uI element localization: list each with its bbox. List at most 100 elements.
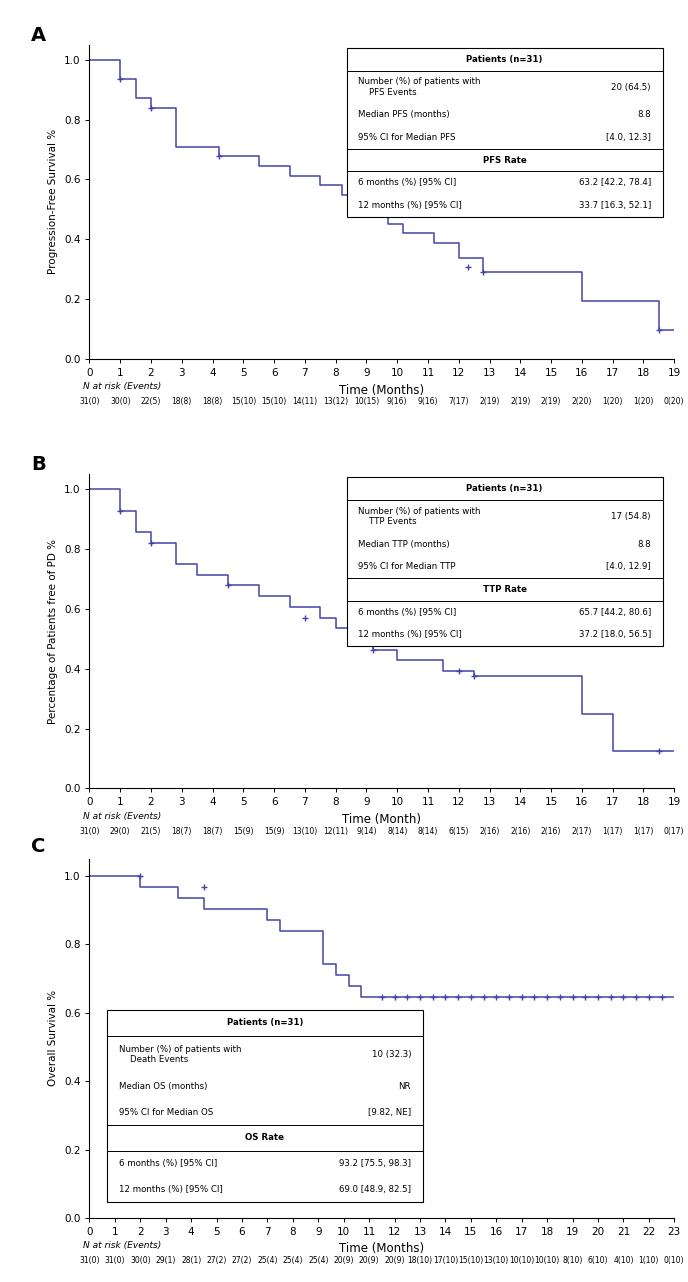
Text: 31(0): 31(0) <box>105 1256 125 1265</box>
FancyBboxPatch shape <box>107 1010 422 1203</box>
Text: 18(7): 18(7) <box>171 827 192 836</box>
Text: 12(11): 12(11) <box>323 827 348 836</box>
Text: 10(10): 10(10) <box>535 1256 560 1265</box>
Text: 37.2 [18.0, 56.5]: 37.2 [18.0, 56.5] <box>579 631 651 640</box>
Text: 1(20): 1(20) <box>603 397 623 406</box>
Text: 2(16): 2(16) <box>541 827 561 836</box>
Text: 21(5): 21(5) <box>141 827 161 836</box>
Text: 69.0 [48.9, 82.5]: 69.0 [48.9, 82.5] <box>339 1185 411 1194</box>
Text: 95% CI for Median OS: 95% CI for Median OS <box>118 1108 213 1117</box>
Text: 6(10): 6(10) <box>588 1256 608 1265</box>
Text: 2(19): 2(19) <box>541 397 561 406</box>
Text: 1(20): 1(20) <box>633 397 654 406</box>
Y-axis label: Percentage of Patients free of PD %: Percentage of Patients free of PD % <box>48 538 58 724</box>
Text: Median TTP (months): Median TTP (months) <box>358 540 450 549</box>
Text: TTP Rate: TTP Rate <box>483 585 526 594</box>
Text: [4.0, 12.9]: [4.0, 12.9] <box>606 563 651 572</box>
Text: 18(7): 18(7) <box>202 827 223 836</box>
Text: 20 (64.5): 20 (64.5) <box>612 82 651 91</box>
FancyBboxPatch shape <box>347 47 663 217</box>
Text: 15(9): 15(9) <box>264 827 284 836</box>
Text: 29(1): 29(1) <box>155 1256 176 1265</box>
Text: 63.2 [42.2, 78.4]: 63.2 [42.2, 78.4] <box>579 178 651 187</box>
Text: 1(17): 1(17) <box>603 827 623 836</box>
Text: Number (%) of patients with
    Death Events: Number (%) of patients with Death Events <box>118 1045 241 1064</box>
Text: 2(16): 2(16) <box>480 827 499 836</box>
Text: NR: NR <box>398 1082 411 1091</box>
Text: 13(12): 13(12) <box>323 397 348 406</box>
Text: Patients (n=31): Patients (n=31) <box>466 55 543 64</box>
Text: N at risk (Events): N at risk (Events) <box>83 382 161 391</box>
Text: 33.7 [16.3, 52.1]: 33.7 [16.3, 52.1] <box>579 201 651 210</box>
Text: Patients (n=31): Patients (n=31) <box>466 485 543 494</box>
Text: Patients (n=31): Patients (n=31) <box>226 1018 303 1027</box>
Text: 12 months (%) [95% CI]: 12 months (%) [95% CI] <box>358 201 462 210</box>
Text: 0(20): 0(20) <box>664 397 685 406</box>
Text: 10(15): 10(15) <box>354 397 379 406</box>
Text: 20(9): 20(9) <box>385 1256 405 1265</box>
Text: 9(14): 9(14) <box>356 827 377 836</box>
Text: 2(19): 2(19) <box>510 397 530 406</box>
Text: 25(4): 25(4) <box>257 1256 278 1265</box>
Text: 12 months (%) [95% CI]: 12 months (%) [95% CI] <box>118 1185 222 1194</box>
Text: 2(17): 2(17) <box>572 827 592 836</box>
Text: [9.82, NE]: [9.82, NE] <box>368 1108 411 1117</box>
FancyBboxPatch shape <box>347 477 663 646</box>
Text: 8(10): 8(10) <box>562 1256 583 1265</box>
Text: 13(10): 13(10) <box>292 827 318 836</box>
Text: 14(11): 14(11) <box>292 397 317 406</box>
Text: C: C <box>31 837 45 856</box>
Text: 9(16): 9(16) <box>418 397 438 406</box>
Text: 18(8): 18(8) <box>202 397 223 406</box>
Text: 28(1): 28(1) <box>181 1256 202 1265</box>
Text: PFS Rate: PFS Rate <box>483 155 526 164</box>
Text: OS Rate: OS Rate <box>246 1133 284 1142</box>
Text: 25(4): 25(4) <box>283 1256 303 1265</box>
Text: Number (%) of patients with
    TTP Events: Number (%) of patients with TTP Events <box>358 506 481 527</box>
Text: 2(16): 2(16) <box>510 827 530 836</box>
Text: 12 months (%) [95% CI]: 12 months (%) [95% CI] <box>358 631 462 640</box>
Text: 31(0): 31(0) <box>79 1256 100 1265</box>
Text: N at risk (Events): N at risk (Events) <box>83 1241 161 1250</box>
Text: 1(10): 1(10) <box>638 1256 659 1265</box>
Text: 1(17): 1(17) <box>633 827 654 836</box>
Text: 8.8: 8.8 <box>637 110 651 119</box>
Text: 27(2): 27(2) <box>232 1256 252 1265</box>
Text: 15(10): 15(10) <box>261 397 287 406</box>
Text: 17(10): 17(10) <box>433 1256 458 1265</box>
Text: Median OS (months): Median OS (months) <box>118 1082 207 1091</box>
Text: 2(19): 2(19) <box>480 397 499 406</box>
Text: 18(10): 18(10) <box>407 1256 433 1265</box>
Text: 20(9): 20(9) <box>334 1256 354 1265</box>
Text: 15(9): 15(9) <box>233 827 254 836</box>
Text: 31(0): 31(0) <box>79 827 100 836</box>
Text: 65.7 [44.2, 80.6]: 65.7 [44.2, 80.6] <box>579 608 651 617</box>
Text: 95% CI for Median PFS: 95% CI for Median PFS <box>358 133 456 142</box>
Text: 18(8): 18(8) <box>171 397 192 406</box>
Text: 8(14): 8(14) <box>418 827 438 836</box>
Text: 95% CI for Median TTP: 95% CI for Median TTP <box>358 563 456 572</box>
Text: 29(0): 29(0) <box>110 827 131 836</box>
Text: 17 (54.8): 17 (54.8) <box>612 512 651 520</box>
Y-axis label: Overall Survival %: Overall Survival % <box>48 991 58 1086</box>
X-axis label: Time (Months): Time (Months) <box>339 1242 424 1255</box>
X-axis label: Time (Months): Time (Months) <box>339 383 424 396</box>
Text: 31(0): 31(0) <box>79 397 100 406</box>
Text: A: A <box>31 26 46 45</box>
Text: 4(10): 4(10) <box>613 1256 634 1265</box>
Y-axis label: Progression-Free Survival %: Progression-Free Survival % <box>48 129 58 274</box>
Text: N at risk (Events): N at risk (Events) <box>83 812 161 820</box>
Text: 6 months (%) [95% CI]: 6 months (%) [95% CI] <box>358 178 457 187</box>
Text: 7(17): 7(17) <box>449 397 469 406</box>
Text: 25(4): 25(4) <box>308 1256 329 1265</box>
Text: 27(2): 27(2) <box>206 1256 227 1265</box>
Text: [4.0, 12.3]: [4.0, 12.3] <box>606 133 651 142</box>
Text: 93.2 [75.5, 98.3]: 93.2 [75.5, 98.3] <box>339 1159 411 1168</box>
Text: B: B <box>31 455 45 474</box>
Text: 13(10): 13(10) <box>484 1256 509 1265</box>
Text: 20(9): 20(9) <box>359 1256 379 1265</box>
Text: 6(15): 6(15) <box>449 827 469 836</box>
Text: 22(5): 22(5) <box>141 397 161 406</box>
Text: 30(0): 30(0) <box>130 1256 151 1265</box>
Text: 10 (32.3): 10 (32.3) <box>372 1050 411 1059</box>
